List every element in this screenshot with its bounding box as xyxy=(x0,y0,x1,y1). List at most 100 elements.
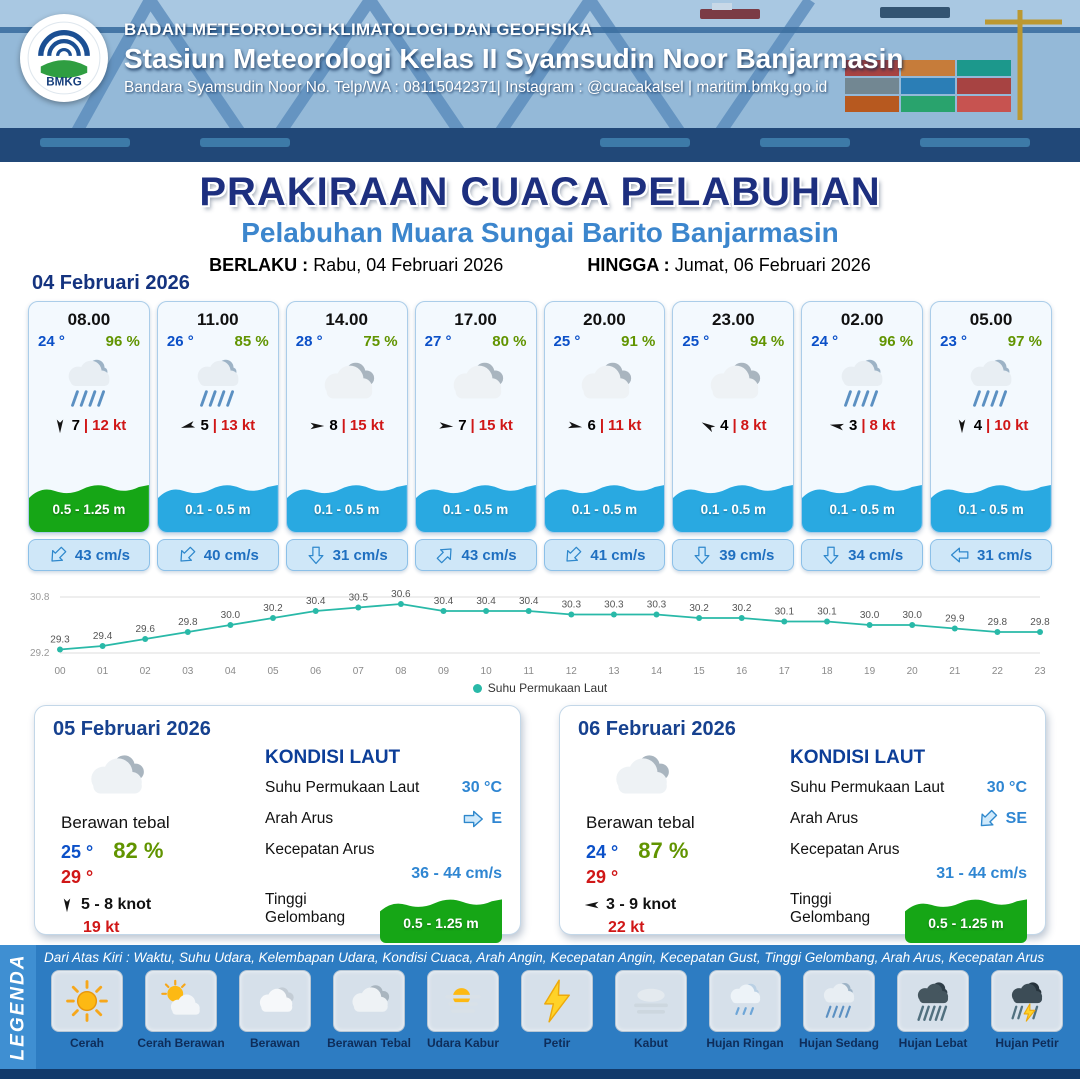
humidity: 97 % xyxy=(1007,333,1042,350)
temp-max: 29 ° xyxy=(586,867,619,887)
svg-text:30.2: 30.2 xyxy=(263,603,283,614)
wind-gust: 15 kt xyxy=(478,417,513,434)
wind-direction-icon xyxy=(52,418,68,434)
legend-item: Cerah xyxy=(42,970,132,1050)
forecast-column: 11.00 26 ° 85 % 5 | 13 kt 0.1 - 0.5 m xyxy=(156,301,279,571)
svg-text:16: 16 xyxy=(736,666,748,677)
svg-text:22: 22 xyxy=(992,666,1004,677)
wind-gust-separator: | xyxy=(861,417,866,434)
wind-gust: 8 kt xyxy=(740,417,767,434)
chart-legend-dot xyxy=(472,683,482,693)
legend-icon-sun xyxy=(51,970,123,1032)
svg-text:06: 06 xyxy=(310,666,322,677)
svg-text:30.6: 30.6 xyxy=(391,589,411,600)
svg-text:30.0: 30.0 xyxy=(860,610,880,621)
wind-row: 4 | 10 kt xyxy=(931,417,1051,434)
humidity: 96 % xyxy=(878,333,914,350)
forecast-time: 05.00 xyxy=(969,310,1013,329)
air-temperature: 27 ° xyxy=(424,333,452,350)
wind-row: 4 | 8 kt xyxy=(673,417,793,434)
current-direction-icon xyxy=(173,541,201,569)
wind-gust: 8 kt xyxy=(869,417,896,434)
current-speed-row: Kecepatan Arus xyxy=(790,841,1027,859)
forecast-time: 14.00 xyxy=(325,310,368,329)
legend-icon-rain-medium xyxy=(803,970,875,1032)
current-direction-value: E xyxy=(462,808,502,830)
legend-item-label: Kabut xyxy=(634,1036,668,1050)
forecast-time: 11.00 xyxy=(197,310,239,329)
svg-text:29.9: 29.9 xyxy=(945,614,965,625)
wave-height: 0.1 - 0.5 m xyxy=(314,502,380,517)
legend-item: Cerah Berawan xyxy=(136,970,226,1050)
forecast-column: 05.00 23 ° 97 % 4 | 10 kt 0.1 - 0.5 m xyxy=(930,301,1052,571)
forecast-column: 02.00 24 ° 96 % 3 | 8 kt 0.1 - 0.5 m xyxy=(801,301,924,571)
legend-item-label: Cerah xyxy=(69,1036,104,1050)
wind-speed: 3 xyxy=(848,417,858,434)
station-name: Stasiun Meteorologi Kelas II Syamsudin N… xyxy=(124,42,904,74)
wind-direction-icon xyxy=(697,415,719,437)
wind-row: 5 - 8 knot xyxy=(59,896,255,914)
humidity: 94 % xyxy=(750,333,785,350)
forecast-column: 17.00 27 ° 80 % 7 | 15 kt 0.1 - 0.5 m xyxy=(414,301,537,571)
svg-text:30.3: 30.3 xyxy=(562,600,582,611)
current-chip: 43 cm/s xyxy=(414,539,537,571)
legend-item: Petir xyxy=(512,970,602,1050)
validity-from-value: Rabu, 04 Februari 2026 xyxy=(313,255,504,275)
wave-height-band: 0.1 - 0.5 m xyxy=(673,476,794,532)
legend-section: LEGENDA Dari Atas Kiri : Waktu, Suhu Uda… xyxy=(0,945,1080,1079)
legend-item: Hujan Petir xyxy=(982,970,1072,1050)
sea-conditions-title: KONDISI LAUT xyxy=(265,747,401,768)
humidity: 82 % xyxy=(113,838,164,863)
forecast-time: 20.00 xyxy=(583,310,626,329)
current-direction-icon xyxy=(44,541,72,569)
org-name: BADAN METEOROLOGI KLIMATOLOGI DAN GEOFIS… xyxy=(124,19,593,39)
header-banner: BMKG BADAN METEOROLOGI KLIMATOLOGI DAN G… xyxy=(0,0,1080,162)
wind-row: 3 | 8 kt xyxy=(802,417,922,434)
day-condition: Berawan tebal xyxy=(61,813,170,832)
legend-description: Dari Atas Kiri : Waktu, Suhu Udara, Kele… xyxy=(44,950,1045,965)
current-chip: 31 cm/s xyxy=(930,539,1052,571)
current-chip: 43 cm/s xyxy=(28,539,150,571)
forecast-column: 14.00 28 ° 75 % 8 | 15 kt 0.1 - 0.5 m xyxy=(285,301,408,571)
humidity: 75 % xyxy=(363,333,398,350)
wind-row: 3 - 9 knot xyxy=(584,896,780,914)
current-speed-label: Kecepatan Arus xyxy=(790,841,900,858)
wind-gust: 22 kt xyxy=(608,919,645,936)
forecast-card: 05.00 23 ° 97 % 4 | 10 kt 0.1 - 0.5 m xyxy=(930,301,1052,533)
wind-gust-separator: | xyxy=(83,417,89,434)
svg-text:02: 02 xyxy=(140,666,152,677)
current-direction-row: Arah Arus E xyxy=(265,808,502,830)
legend-main: Dari Atas Kiri : Waktu, Suhu Udara, Kele… xyxy=(36,945,1080,1069)
sst-chart-section: 30.8 29.2 29.3 00 29.4 01 29.6 02 29.8 03 30.0 04 30… xyxy=(0,571,1080,697)
sst-row: Suhu Permukaan Laut 30 °C xyxy=(265,779,502,797)
svg-text:30.0: 30.0 xyxy=(221,610,241,621)
svg-text:18: 18 xyxy=(821,666,833,677)
temp-humidity-row: 25 ° 94 % xyxy=(673,330,793,350)
wind-direction-icon xyxy=(438,417,455,434)
svg-text:29.3: 29.3 xyxy=(50,635,70,646)
temp-humidity-row: 28 ° 75 % xyxy=(287,330,407,350)
air-temperature: 24 ° xyxy=(811,333,839,350)
day-weather-column: Berawan tebal 24 ° 87 % 29 ° 3 - 9 knot … xyxy=(578,743,780,943)
wind-row: 7 | 12 kt xyxy=(29,417,149,434)
legend-items: Cerah Cerah Berawan Berawan Berawan Teba… xyxy=(42,970,1072,1050)
wind-direction-icon xyxy=(566,416,585,435)
humidity: 96 % xyxy=(105,333,140,350)
svg-text:11: 11 xyxy=(524,666,535,677)
current-speed-value: 31 - 44 cm/s xyxy=(936,865,1027,882)
forecast-date-label: 04 Februari 2026 xyxy=(32,272,190,294)
day-temps-row: 24 ° 87 % xyxy=(586,838,780,864)
wave-height-band: 0.5 - 1.25 m xyxy=(29,476,149,532)
forecast-time: 23.00 xyxy=(712,310,755,329)
svg-text:30.5: 30.5 xyxy=(349,593,369,604)
page-title: PRAKIRAAN CUACA PELABUHAN xyxy=(199,170,881,214)
wind-row: 6 | 11 kt xyxy=(545,417,665,434)
wind-direction-icon xyxy=(828,416,847,435)
forecast-card: 14.00 28 ° 75 % 8 | 15 kt 0.1 - 0.5 m xyxy=(285,301,408,533)
current-direction-icon xyxy=(430,541,458,569)
wave-height-label: Tinggi Gelombang xyxy=(790,891,871,926)
forecast-time: 02.00 xyxy=(840,310,884,329)
svg-text:21: 21 xyxy=(949,666,961,677)
forecast-card: 11.00 26 ° 85 % 5 | 13 kt 0.1 - 0.5 m xyxy=(156,301,279,533)
legend-item-label: Udara Kabur xyxy=(426,1036,500,1050)
